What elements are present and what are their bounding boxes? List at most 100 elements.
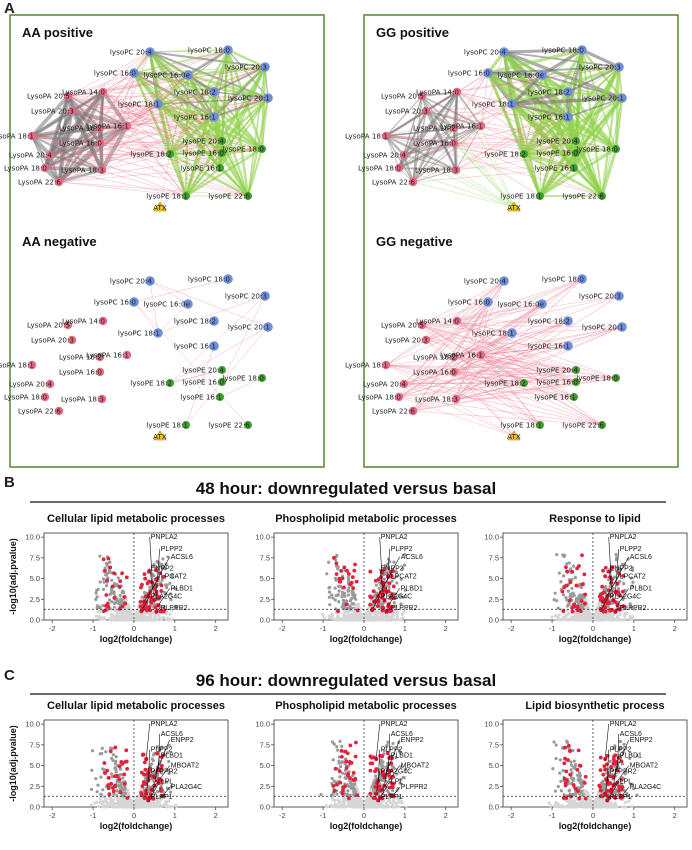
- network-node: lysoPC 18:2: [528, 316, 573, 326]
- network-edge: [453, 49, 583, 129]
- network-edge: [149, 280, 159, 334]
- node-label: LysoPA 14:0: [62, 317, 105, 326]
- node-label: LysoPA 18:2: [59, 124, 102, 133]
- node-label: LysoPA 18:1: [345, 132, 388, 141]
- network-edge: [58, 167, 221, 183]
- network-node: LysoPA 20:3: [31, 107, 77, 116]
- node-label: lysoPC 20:3: [579, 292, 621, 301]
- network-edge: [425, 278, 583, 341]
- background-point: [89, 787, 94, 792]
- network-edge: [30, 109, 74, 138]
- x-tick-label: -2: [49, 624, 56, 633]
- network-edge: [403, 326, 623, 385]
- network-edge: [385, 364, 575, 398]
- highlight-point: [380, 570, 385, 575]
- network-edge: [398, 167, 515, 208]
- highlight-point: [153, 605, 158, 610]
- network-edge: [455, 326, 623, 400]
- network-edge: [412, 181, 515, 208]
- network-node: lysoPC 20:3: [225, 291, 270, 301]
- node-label: lysoPC 16:0e: [497, 71, 544, 80]
- background-point: [565, 613, 569, 617]
- volcano-plot-c1: Cellular lipid metabolic processes-2 -1 0 1…: [8, 700, 229, 831]
- network-edge: [453, 127, 515, 208]
- node-marker: [452, 87, 462, 97]
- gene-point: [144, 756, 149, 761]
- node-marker: [563, 87, 573, 97]
- node-label: lysoPE 18:2: [130, 379, 172, 388]
- network-edge: [71, 103, 159, 112]
- highlight-point: [335, 782, 339, 787]
- background-point: [367, 805, 371, 809]
- network-edge: [455, 303, 543, 400]
- background-point: [355, 612, 360, 616]
- network-edge: [456, 91, 513, 105]
- y-tick-label: 5.0: [30, 574, 40, 583]
- highlight-point: [337, 769, 342, 774]
- x-axis-label: log2(foldchange): [330, 821, 403, 831]
- highlight-point: [118, 579, 123, 584]
- highlight-point: [145, 608, 149, 613]
- network-edge: [99, 140, 223, 144]
- highlight-point: [102, 761, 107, 765]
- network-edge: [102, 49, 229, 93]
- network-edge: [385, 135, 405, 156]
- background-point: [334, 618, 338, 622]
- highlight-point: [106, 556, 111, 561]
- network-edge: [421, 324, 617, 379]
- gene-label: PNPLA2: [151, 721, 178, 728]
- highlight-point: [339, 748, 344, 753]
- background-point: [392, 560, 396, 564]
- background-point: [101, 604, 105, 608]
- highlight-point: [123, 601, 128, 606]
- gene-annotations: PNPLA2PLPP2ACSL6ENPP2LPCAT2PLBD1PLA2G4CP…: [140, 534, 193, 614]
- gene-label: PLA2G4C: [610, 593, 642, 600]
- highlight-point: [159, 763, 164, 768]
- node-marker: [67, 335, 77, 345]
- network-node: LysoPA 18:0: [358, 393, 404, 402]
- gene-label: ACSL6: [630, 554, 652, 561]
- node-label: lysoPE 18:1: [146, 421, 188, 430]
- network-node: lysoPC 20:4: [464, 47, 509, 57]
- network-edge: [403, 74, 543, 156]
- background-point: [335, 744, 339, 749]
- network-edge: [49, 152, 223, 156]
- highlight-point: [339, 569, 344, 573]
- background-point: [557, 613, 561, 617]
- node-label: lysoPE 16:1: [180, 393, 222, 402]
- node-marker: [54, 406, 64, 416]
- network-edge: [522, 153, 542, 197]
- network-edge: [538, 166, 576, 198]
- y-tick-label: 10.0: [484, 533, 499, 542]
- network-edge: [456, 91, 482, 127]
- background-point: [562, 554, 566, 558]
- node-label: lysoPE 16:1: [534, 393, 576, 402]
- network-edge: [44, 140, 223, 169]
- network-edge: [385, 364, 617, 379]
- volcano-plot-b2: Phospholipid metabolic processes-2 -1 0 1 20…: [255, 513, 459, 644]
- network-edge: [421, 324, 515, 437]
- gene-point: [370, 608, 375, 613]
- network-edge: [398, 345, 569, 398]
- network-edge: [456, 91, 577, 142]
- highlight-point: [390, 605, 394, 610]
- background-point: [392, 617, 396, 622]
- background-point: [330, 740, 335, 744]
- background-point: [170, 573, 175, 577]
- highlight-point: [390, 785, 395, 790]
- background-point: [354, 798, 358, 802]
- node-marker: [483, 297, 493, 307]
- background-point: [124, 611, 128, 615]
- node-label: lysoPC 16:1: [174, 342, 216, 351]
- network-edge: [44, 153, 171, 169]
- background-point: [570, 615, 574, 619]
- network-edge: [425, 339, 577, 383]
- network-edge: [456, 91, 575, 169]
- background-point: [334, 607, 338, 611]
- network-edge: [44, 97, 269, 169]
- gene-point: [150, 580, 155, 585]
- network-edge: [185, 345, 215, 426]
- network-node: LysoPA 18:3: [415, 395, 461, 404]
- background-point: [346, 575, 350, 579]
- panel-a-left-frame: [9, 14, 325, 468]
